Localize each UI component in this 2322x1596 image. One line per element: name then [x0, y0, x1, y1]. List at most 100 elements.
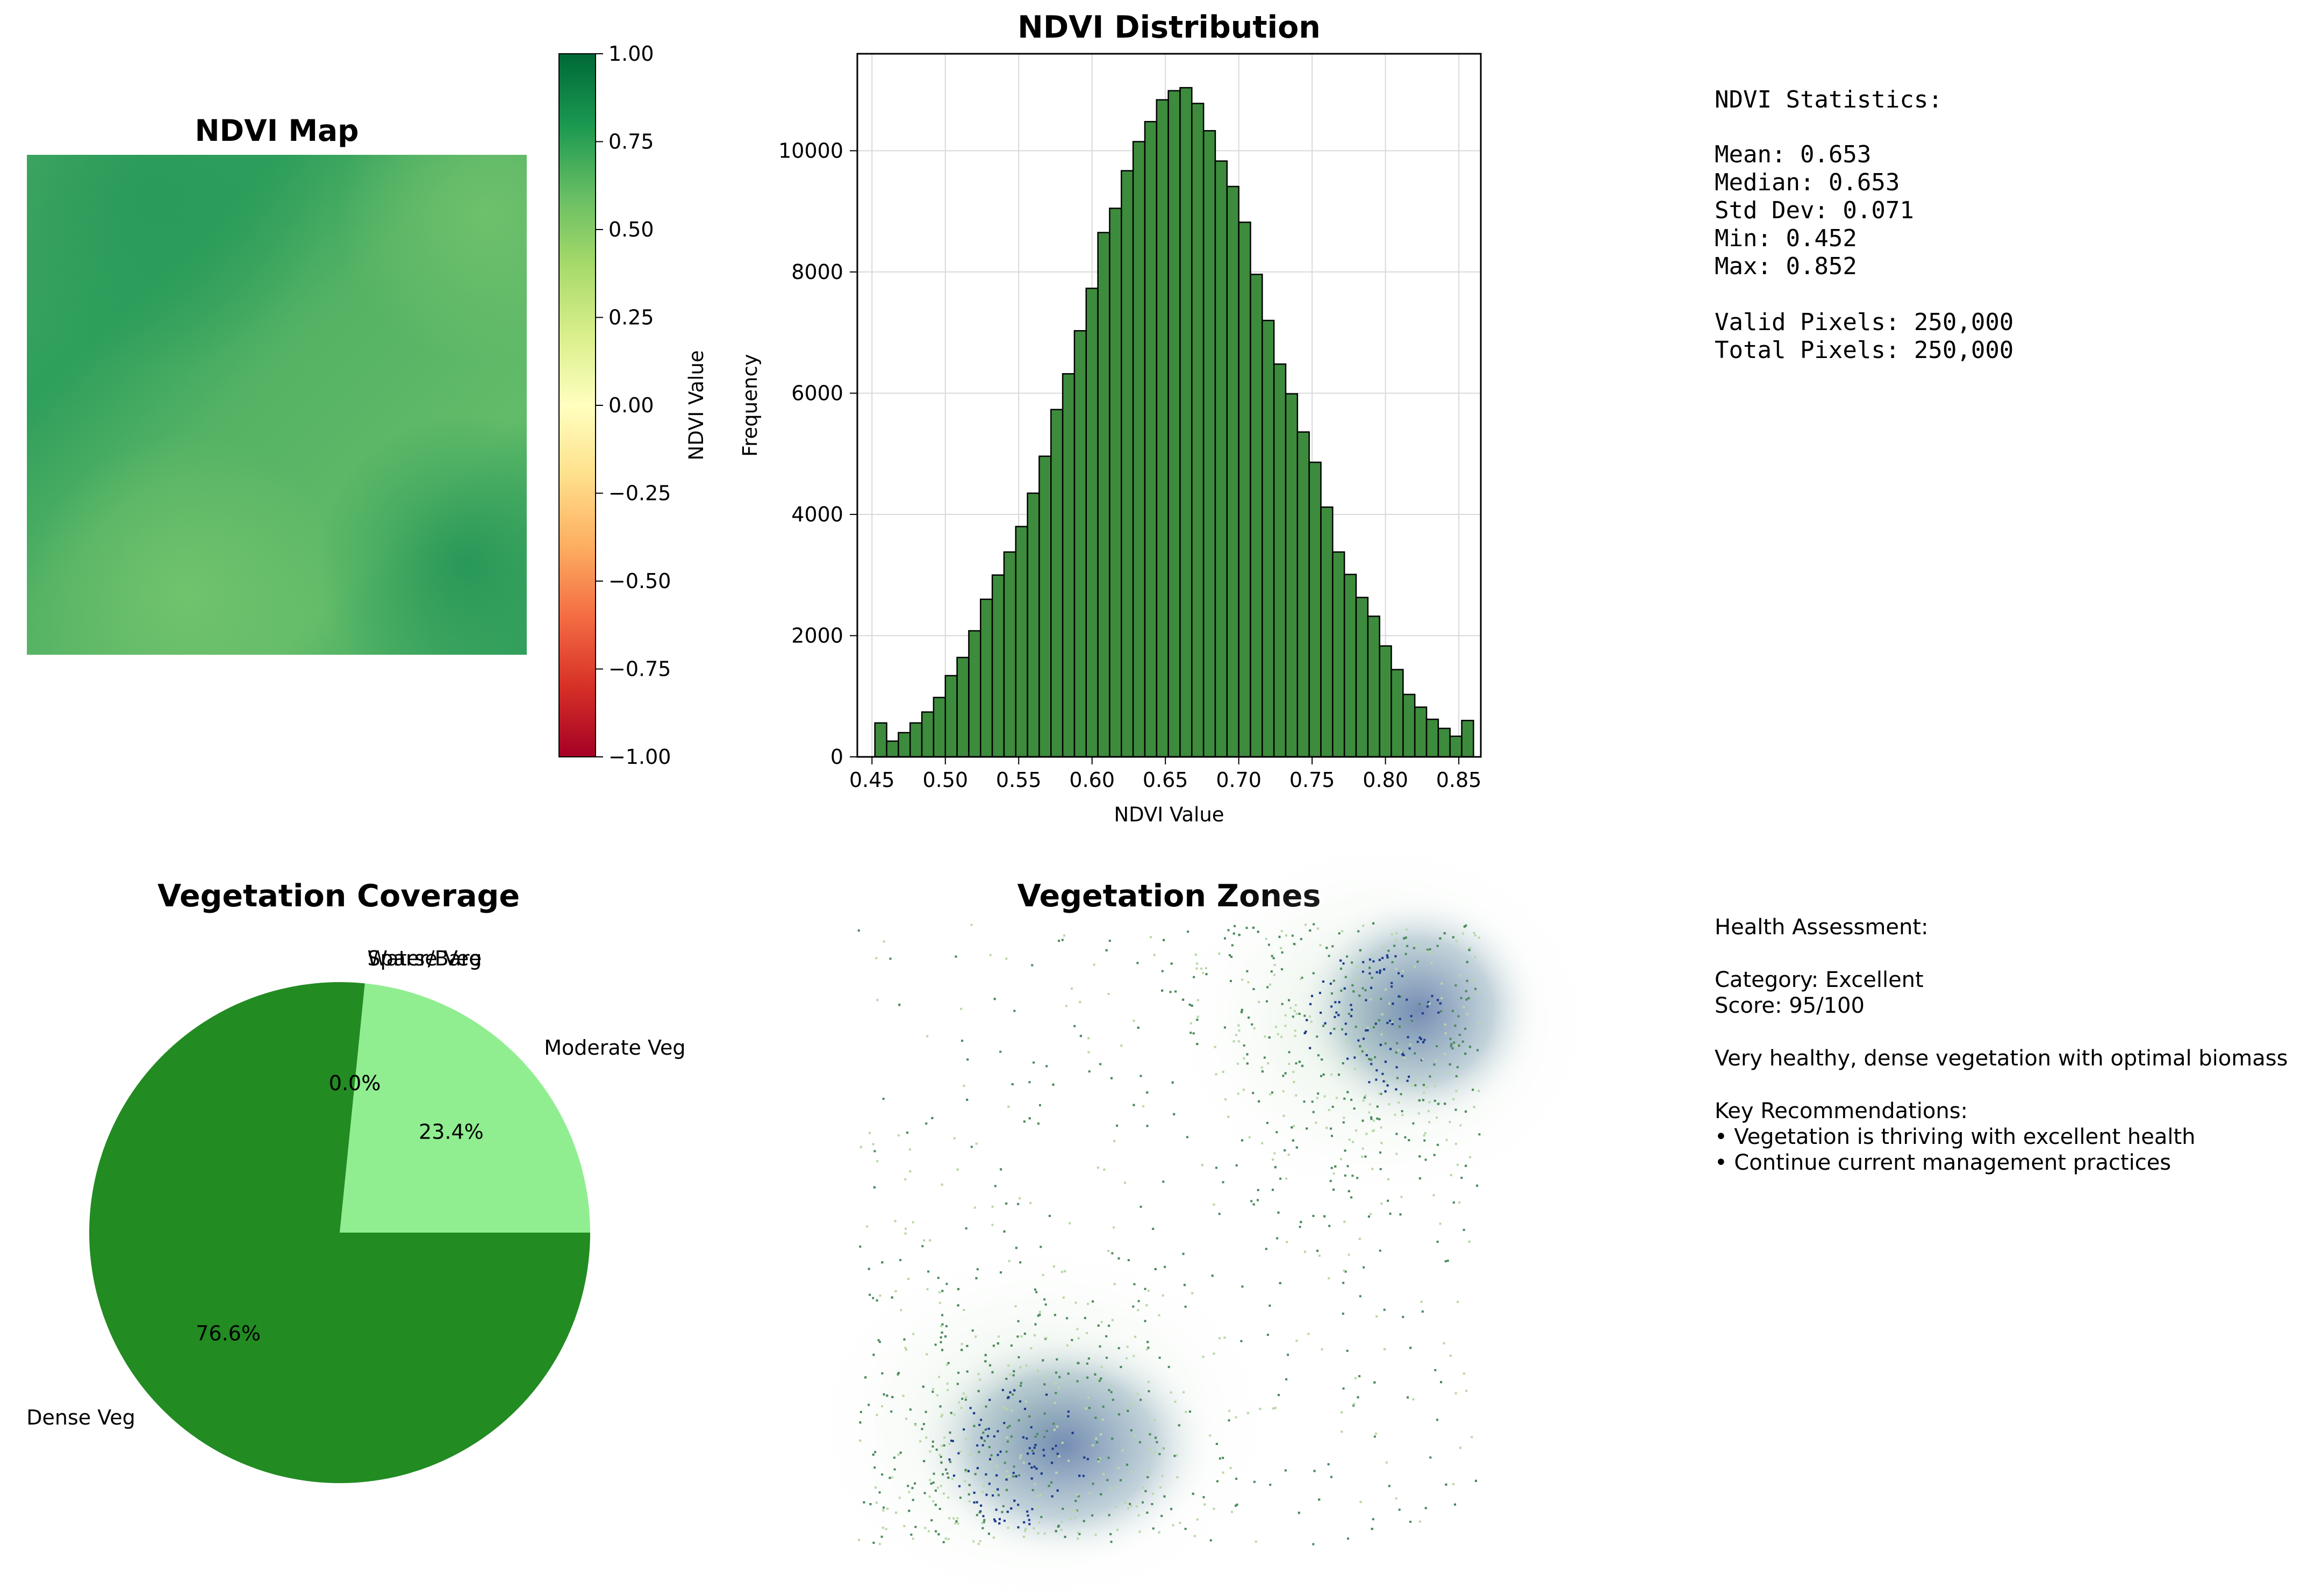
- zone-pixel: [997, 1335, 1000, 1338]
- zone-pixel: [941, 1414, 944, 1416]
- zone-pixel: [1376, 1105, 1379, 1108]
- zone-pixel: [1340, 989, 1343, 992]
- zone-pixel: [1097, 1458, 1100, 1461]
- zone-pixel: [1019, 1457, 1021, 1459]
- pie-title: Vegetation Coverage: [157, 878, 520, 914]
- zone-pixel: [1229, 954, 1231, 957]
- zone-pixel: [1001, 1511, 1004, 1513]
- zone-pixel: [1164, 1265, 1166, 1268]
- zone-pixel: [942, 1541, 945, 1543]
- zone-pixel: [1109, 1533, 1112, 1535]
- zone-pixel: [1008, 1394, 1011, 1397]
- zone-pixel: [1357, 977, 1359, 979]
- zone-pixel: [1071, 1432, 1074, 1434]
- zone-pixel: [1395, 1153, 1398, 1155]
- zone-pixel: [1473, 1106, 1475, 1108]
- zone-pixel: [895, 1512, 898, 1514]
- zone-pixel: [1423, 1134, 1425, 1137]
- zone-pixel: [1227, 1115, 1230, 1118]
- zone-pixel: [992, 1344, 995, 1347]
- zone-pixel: [1424, 1507, 1427, 1509]
- zone-pixel: [1328, 955, 1330, 957]
- zone-pixel: [872, 1354, 875, 1356]
- zone-pixel: [1031, 1508, 1034, 1511]
- zone-pixel: [1127, 1507, 1129, 1510]
- histogram-bar: [1355, 597, 1369, 758]
- zone-pixel: [1371, 1168, 1374, 1170]
- zone-pixel: [1365, 999, 1367, 1001]
- zone-pixel: [1389, 1212, 1392, 1215]
- zone-pixel: [1023, 1333, 1026, 1335]
- zone-pixel: [1404, 1136, 1407, 1139]
- zone-pixel: [1398, 972, 1400, 975]
- zone-pixel: [1062, 1296, 1065, 1299]
- zone-pixel: [1205, 973, 1208, 976]
- zone-pixel: [1343, 1117, 1345, 1119]
- zone-pixel: [1215, 1166, 1218, 1169]
- zone-pixel: [1033, 1465, 1036, 1468]
- zone-pixel: [1414, 1084, 1417, 1086]
- zone-pixel: [1425, 1086, 1428, 1089]
- zone-pixel: [1064, 1536, 1066, 1538]
- histogram-bar: [886, 740, 899, 758]
- zone-pixel: [1005, 1476, 1007, 1478]
- zone-pixel: [940, 1456, 942, 1458]
- zone-pixel: [938, 1301, 941, 1304]
- zone-pixel: [1335, 1097, 1338, 1099]
- zone-pixel: [1124, 1501, 1127, 1504]
- zone-pixel: [1407, 1396, 1409, 1399]
- zone-pixel: [900, 1309, 902, 1312]
- zone-pixel: [1066, 1344, 1069, 1347]
- zone-pixel: [1342, 1312, 1344, 1315]
- zone-pixel: [1015, 1247, 1017, 1249]
- zone-pixel: [1320, 1075, 1322, 1077]
- zone-pixel: [1429, 948, 1431, 950]
- histogram-bar: [1050, 409, 1064, 758]
- zone-pixel: [1234, 1504, 1237, 1507]
- zone-pixel: [1401, 1053, 1404, 1056]
- zone-pixel: [1086, 1302, 1089, 1305]
- zone-pixel: [1453, 1041, 1456, 1044]
- zone-pixel: [1291, 934, 1294, 937]
- zone-pixel: [984, 1354, 987, 1356]
- zone-pixel: [1368, 1081, 1371, 1084]
- zone-pixel: [1111, 1252, 1114, 1255]
- zone-pixel: [1133, 1104, 1135, 1106]
- zone-pixel: [1043, 1436, 1045, 1438]
- zone-pixel: [1386, 956, 1389, 959]
- zone-pixel: [1045, 1430, 1048, 1433]
- zone-pixel: [1395, 968, 1398, 970]
- zone-pixel: [1478, 1133, 1481, 1136]
- zone-pixel: [1077, 1362, 1079, 1364]
- zone-pixel: [912, 1499, 914, 1501]
- zone-pixel: [1418, 1099, 1421, 1102]
- zone-pixel: [1354, 1377, 1357, 1379]
- zone-pixel: [1265, 937, 1267, 940]
- zone-pixel: [1222, 1181, 1224, 1184]
- histogram-bar: [1273, 363, 1287, 758]
- zone-pixel: [1134, 1435, 1136, 1437]
- zone-pixel: [1073, 1025, 1076, 1027]
- zone-pixel: [958, 1485, 961, 1487]
- zone-pixel: [1298, 1512, 1300, 1514]
- zone-pixel: [859, 1146, 862, 1148]
- zone-pixel: [1135, 1505, 1138, 1508]
- zone-pixel: [1055, 1471, 1058, 1474]
- zone-pixel: [1366, 1027, 1369, 1029]
- zone-pixel: [1020, 1454, 1022, 1457]
- zone-pixel: [1465, 1390, 1468, 1392]
- zone-pixel: [1108, 940, 1111, 942]
- zone-pixel: [956, 1383, 959, 1385]
- zone-pixel: [1380, 1033, 1383, 1036]
- zone-pixel: [977, 1373, 980, 1376]
- zone-pixel: [1274, 1407, 1277, 1409]
- zone-pixel: [1395, 1497, 1398, 1500]
- zone-pixel: [1317, 1092, 1320, 1095]
- zone-pixel: [1407, 1036, 1409, 1039]
- zone-pixel: [1037, 1314, 1040, 1317]
- zone-pixel: [1218, 953, 1221, 955]
- zone-pixel: [940, 1485, 942, 1487]
- zone-pixel: [1450, 1174, 1452, 1177]
- zone-pixel: [1333, 1027, 1336, 1030]
- zone-pixel: [1295, 1062, 1298, 1065]
